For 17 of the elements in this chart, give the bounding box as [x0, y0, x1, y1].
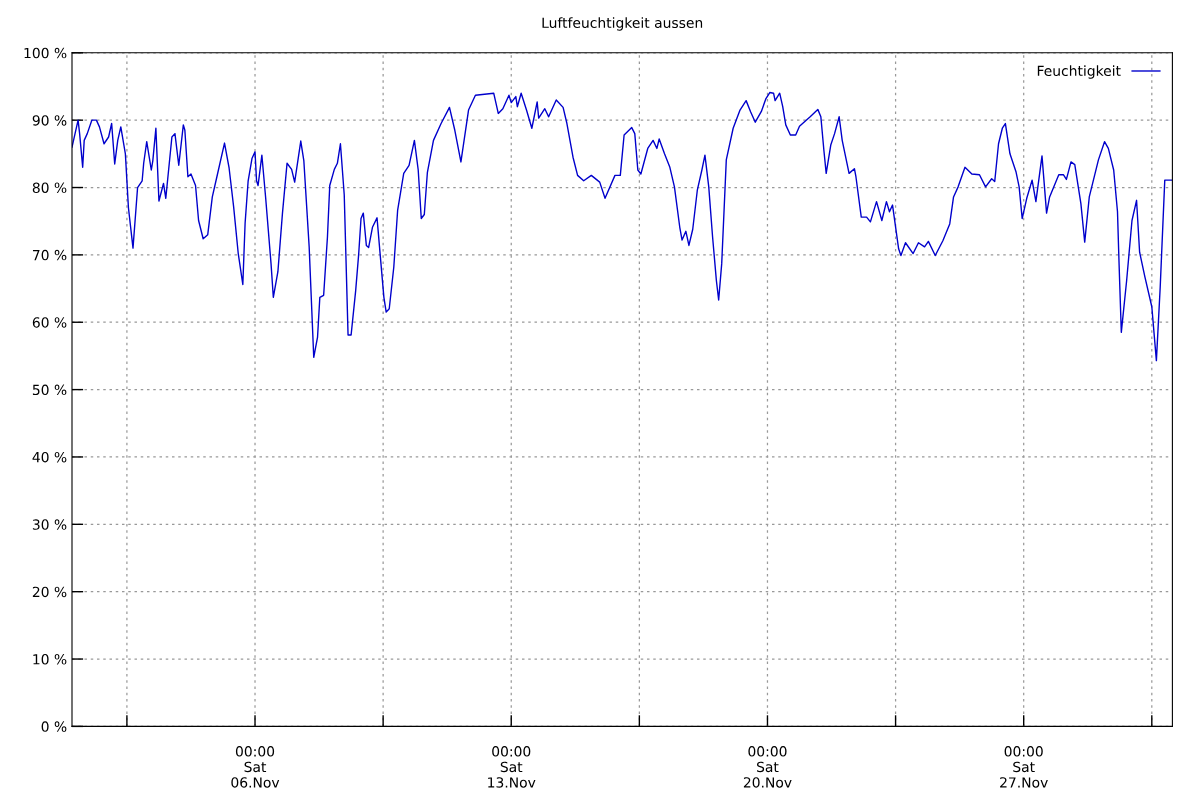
y-tick-label: 70 % — [32, 249, 67, 261]
chart-title: Luftfeuchtigkeit aussen — [542, 17, 703, 31]
x-tick-label: 00:00 Sat 06.Nov — [231, 746, 280, 788]
y-tick-label: 60 % — [32, 317, 67, 328]
y-tick-label: 10 % — [33, 654, 67, 665]
y-tick-label: 40 % — [32, 451, 67, 463]
y-tick-label: 30 % — [32, 519, 67, 530]
y-tick-label: 50 % — [32, 384, 67, 396]
y-tick-label: 100 % — [24, 47, 67, 59]
y-tick-label: 90 % — [32, 115, 67, 126]
x-tick-label: 00:00 Sat 13.Nov — [488, 746, 536, 788]
y-tick-label: 0 % — [41, 721, 67, 732]
y-tick-label: 20 % — [32, 586, 67, 598]
legend-label: Feuchtigkeit — [1037, 65, 1121, 79]
x-tick-label: 00:00 Sat 27.Nov — [1000, 746, 1048, 788]
y-tick-label: 80 % — [32, 182, 67, 193]
x-tick-label: 00:00 Sat 20.Nov — [743, 746, 792, 788]
